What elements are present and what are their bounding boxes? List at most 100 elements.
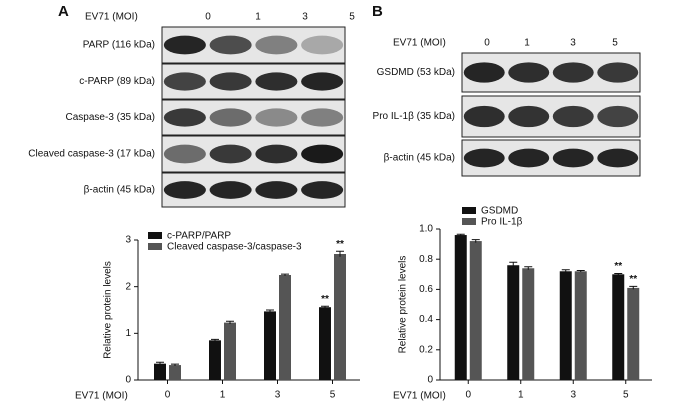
error-bar (321, 305, 329, 309)
band (209, 108, 252, 127)
significance: ** (321, 294, 329, 305)
error-bar (524, 266, 533, 270)
x-tick-label: 0 (465, 390, 471, 401)
band (508, 62, 550, 83)
error-bar (171, 363, 179, 366)
panel-label: B (372, 3, 383, 20)
error-bar (576, 270, 585, 273)
bar (574, 271, 587, 380)
band (255, 144, 298, 164)
band (463, 105, 505, 128)
error-bar (614, 273, 623, 276)
legend-swatch (148, 232, 162, 239)
x-tick-label: 1 (220, 390, 226, 401)
band (301, 35, 344, 55)
x-tick-label: 5 (623, 390, 629, 401)
error-bar (456, 233, 465, 236)
x-tick-label: 0 (165, 390, 171, 401)
bar (209, 340, 221, 380)
panel-label: A (58, 3, 69, 20)
row-label: β-actin (45 kDa) (384, 153, 455, 164)
band (301, 144, 344, 164)
band (255, 72, 298, 91)
y-tick-label: 0.2 (419, 344, 433, 355)
lane-label: 3 (570, 38, 576, 49)
band (552, 62, 594, 83)
x-tick-label: 3 (570, 390, 576, 401)
band (163, 144, 206, 164)
band (597, 148, 639, 168)
error-bar (156, 361, 164, 366)
error-bar (226, 320, 234, 324)
significance: ** (614, 261, 622, 272)
band (552, 148, 594, 168)
band (255, 108, 298, 127)
lane-label: 1 (524, 38, 530, 49)
bar (627, 287, 640, 380)
bar (507, 265, 520, 380)
band (301, 72, 344, 91)
row-label: PARP (116 kDa) (83, 40, 155, 51)
y-tick-label: 0.8 (419, 254, 433, 265)
legend-swatch (462, 218, 476, 225)
significance: ** (629, 274, 637, 285)
bar (522, 268, 535, 380)
row-label: β-actin (45 kDa) (84, 185, 155, 196)
error-bar (561, 269, 570, 273)
y-axis-label: Relative protein levels (398, 256, 409, 354)
y-axis-label: Relative protein levels (103, 261, 114, 359)
band (597, 105, 639, 128)
bar (334, 254, 346, 380)
legend-swatch (462, 207, 476, 214)
legend-label: c-PARP/PARP (167, 231, 231, 242)
bar (264, 311, 276, 380)
band (301, 108, 344, 127)
lane-header: EV71 (MOI) (85, 12, 138, 23)
legend-label: Cleaved caspase-3/caspase-3 (167, 242, 302, 253)
bar (279, 275, 291, 380)
band (463, 148, 505, 168)
band (163, 181, 206, 199)
band (163, 35, 206, 55)
lane-label: 1 (255, 12, 261, 23)
error-bar (266, 309, 274, 313)
bar (612, 274, 625, 380)
error-bar (336, 250, 344, 257)
band (209, 35, 252, 55)
y-tick-label: 3 (125, 235, 131, 246)
error-bar (509, 261, 518, 269)
significance: ** (336, 239, 344, 250)
legend-label: GSDMD (481, 206, 518, 217)
band (597, 62, 639, 83)
row-label: GSDMD (53 kDa) (377, 67, 455, 78)
x-axis-label: EV71 (MOI) (393, 391, 446, 402)
band (209, 181, 252, 199)
lane-label: 0 (484, 38, 490, 49)
row-label: Caspase-3 (35 kDa) (66, 112, 155, 123)
lane-label: 5 (349, 12, 355, 23)
bar (319, 307, 331, 380)
error-bar (471, 239, 480, 243)
band (463, 62, 505, 83)
y-tick-label: 0 (125, 375, 131, 386)
y-tick-label: 1.0 (419, 224, 433, 235)
y-tick-label: 1 (125, 328, 131, 339)
y-tick-label: 0.6 (419, 284, 433, 295)
legend-label: Pro IL-1β (481, 217, 523, 228)
y-tick-label: 0 (427, 375, 433, 386)
bar (154, 363, 166, 380)
x-axis-label: EV71 (MOI) (75, 391, 128, 402)
bar (169, 365, 181, 380)
band (209, 144, 252, 164)
row-label: Pro IL-1β (35 kDa) (373, 111, 455, 122)
error-bar (629, 285, 638, 290)
band (508, 105, 550, 128)
y-tick-label: 2 (125, 281, 131, 292)
bar (454, 235, 467, 380)
x-tick-label: 1 (518, 390, 524, 401)
legend-swatch (148, 243, 162, 250)
error-bar (281, 273, 289, 276)
bar (469, 241, 482, 380)
band (508, 148, 550, 168)
bar (559, 271, 572, 380)
